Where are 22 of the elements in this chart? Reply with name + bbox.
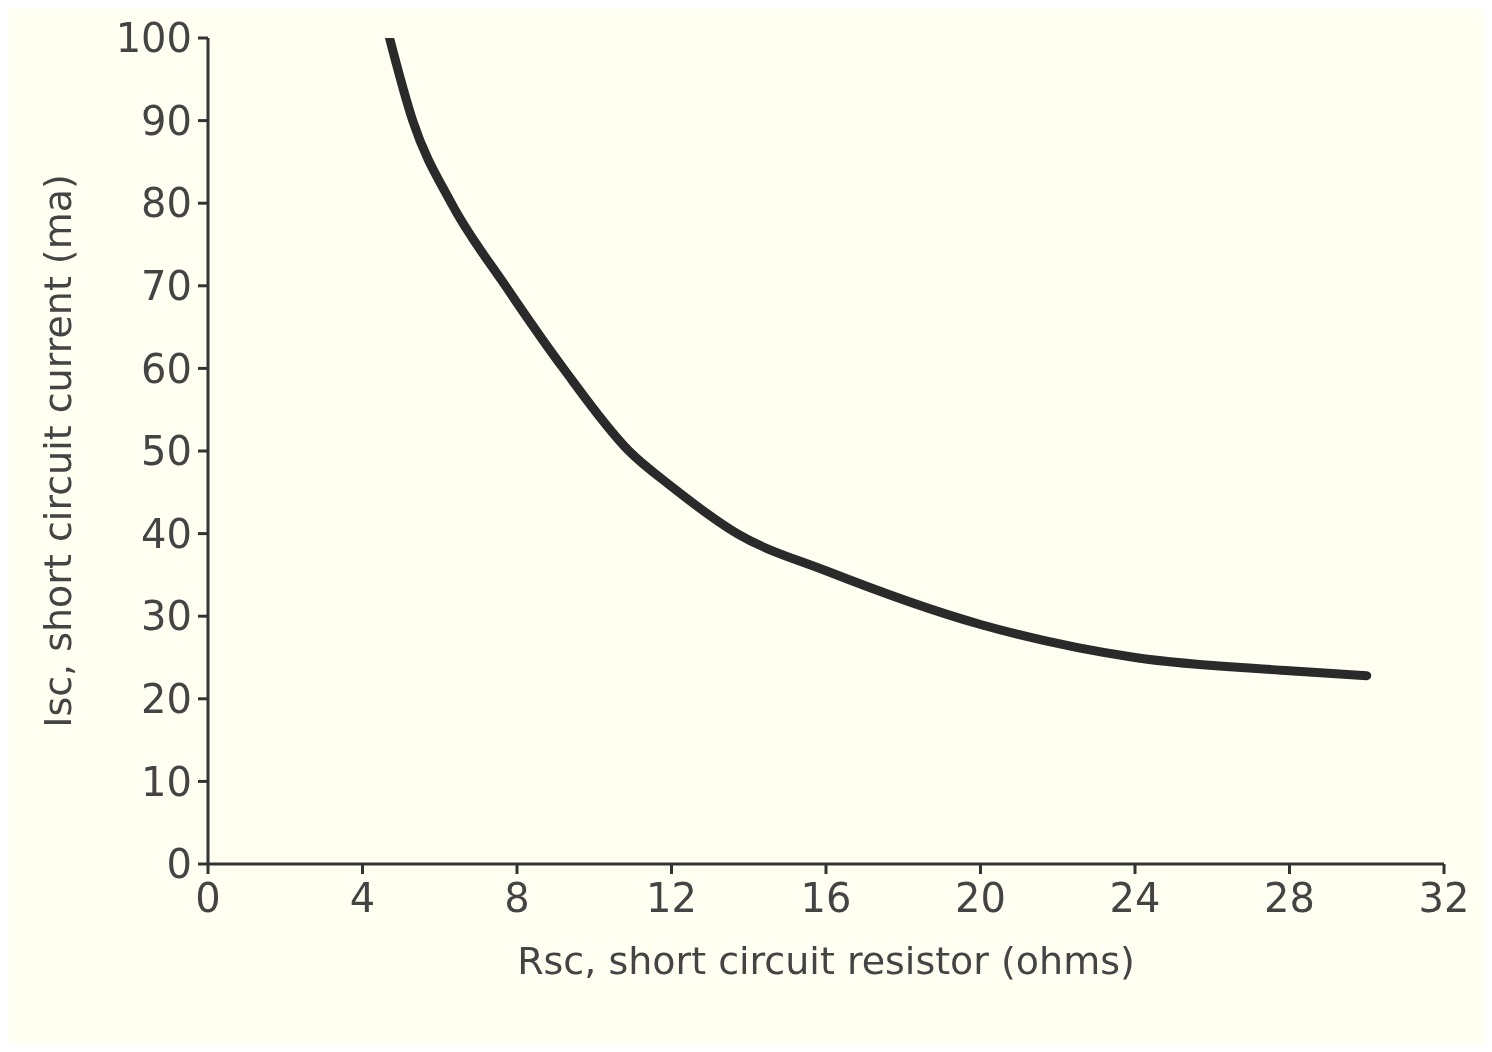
y-tick-label: 0 [166, 841, 192, 888]
y-tick-label: 80 [141, 180, 192, 227]
y-tick-label: 100 [115, 15, 192, 62]
x-tick-label: 0 [195, 875, 221, 922]
y-axis-title: Isc, short circuit current (ma) [36, 174, 81, 728]
x-axis-title: Rsc, short circuit resistor (ohms) [517, 939, 1135, 983]
y-tick-label: 30 [141, 593, 192, 640]
y-tick-label: 50 [141, 428, 192, 475]
x-tick-label: 32 [1418, 875, 1470, 922]
x-tick-label: 24 [1109, 875, 1161, 922]
x-tick-label: 12 [646, 875, 697, 922]
x-tick-label: 8 [504, 875, 530, 922]
x-tick-label: 16 [800, 875, 852, 922]
y-tick-label: 70 [141, 263, 192, 309]
y-tick-label: 20 [141, 676, 192, 722]
x-tick-label: 20 [955, 875, 1006, 922]
y-tick-label: 40 [141, 510, 192, 557]
y-tick-label: 60 [141, 345, 192, 392]
x-tick-label: 28 [1264, 875, 1315, 922]
x-tick-label: 4 [349, 875, 376, 922]
y-tick-label: 10 [141, 758, 192, 805]
y-tick-label: 90 [141, 97, 192, 144]
